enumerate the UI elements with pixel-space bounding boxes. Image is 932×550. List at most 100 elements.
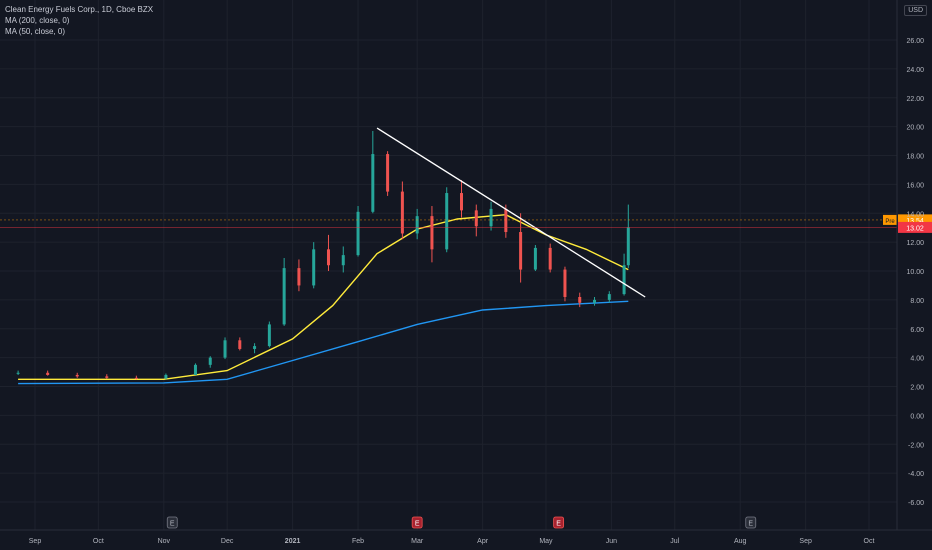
- x-tick-label: Jul: [670, 538, 679, 545]
- chart-grid: [0, 0, 897, 530]
- earnings-event-icon[interactable]: [166, 516, 178, 529]
- candle-body: [504, 208, 508, 233]
- premarket-tag: [883, 214, 897, 225]
- trendline: [376, 127, 646, 298]
- candle-body: [282, 268, 286, 325]
- y-tick-label: -2.00: [908, 442, 924, 449]
- candle-body: [341, 255, 345, 266]
- x-tick-label: Sep: [29, 538, 42, 545]
- y-tick-label: -4.00: [908, 471, 924, 478]
- trendline-segment[interactable]: [376, 127, 646, 298]
- y-tick-label: 6.00: [910, 327, 924, 334]
- candle-body: [356, 211, 360, 256]
- event-label: E: [170, 521, 175, 528]
- price-badge: [898, 221, 932, 233]
- ma50-line: [18, 213, 629, 380]
- candle-body: [238, 340, 242, 349]
- candle-body: [563, 269, 567, 297]
- x-tick-label: Apr: [477, 538, 489, 545]
- x-tick-label: Aug: [734, 538, 747, 545]
- currency-button[interactable]: USD: [904, 5, 927, 16]
- event-label: E: [415, 521, 420, 528]
- time-axis: Sep Oct Nov Dec 2021 Feb Mar Apr May Jun Jul Aug Sep…: [0, 529, 932, 550]
- price-badge-value: 13.02: [906, 225, 924, 232]
- y-tick-label: 4.00: [910, 356, 924, 363]
- candle-body: [46, 372, 50, 375]
- candlestick-series: [16, 130, 630, 380]
- x-tick-label: Sep: [799, 538, 812, 545]
- ma50-legend: MA (50, close, 0): [5, 27, 66, 36]
- y-tick-label: 0.00: [910, 413, 924, 420]
- candle-body: [253, 346, 257, 349]
- chart-legend: Clean Energy Fuels Corp., 1D, Cboe BZX M…: [5, 4, 153, 37]
- candle-body: [193, 364, 197, 375]
- candle-body: [460, 193, 464, 211]
- earnings-event-icon[interactable]: [745, 516, 757, 529]
- x-tick-label: Oct: [93, 538, 104, 545]
- candle-body: [16, 372, 20, 374]
- y-tick-label: 22.00: [906, 96, 924, 103]
- candle-body: [474, 210, 478, 227]
- candle-body: [489, 208, 493, 227]
- y-tick-label: 10.00: [906, 269, 924, 276]
- y-tick-label: 8.00: [910, 298, 924, 305]
- dividend-event-icon[interactable]: [553, 516, 565, 529]
- time-axis-bg: [0, 530, 932, 550]
- y-tick-label: 24.00: [906, 67, 924, 74]
- candle-body: [134, 377, 138, 379]
- event-label: E: [748, 521, 753, 528]
- candle-body: [578, 296, 582, 303]
- x-tick-label: Nov: [158, 538, 171, 545]
- ma200-line: [18, 300, 629, 385]
- x-tick-label: Oct: [864, 538, 875, 545]
- candle-body: [386, 154, 390, 192]
- candle-body: [164, 374, 168, 379]
- x-tick-label: Mar: [411, 538, 424, 545]
- price-badge: [898, 214, 932, 226]
- candle-body: [208, 357, 212, 365]
- y-tick-label: 12.00: [906, 240, 924, 247]
- y-tick-label: -6.00: [908, 500, 924, 507]
- y-tick-label: 2.00: [910, 385, 924, 392]
- candle-body: [607, 294, 611, 300]
- price-badge-value: 13.54: [906, 218, 924, 225]
- candle-body: [622, 265, 626, 295]
- ma200-legend: MA (200, close, 0): [5, 16, 70, 25]
- x-tick-label: Dec: [221, 538, 234, 545]
- candle-body: [415, 216, 419, 234]
- candle-body: [400, 191, 404, 234]
- premarket-label: Pre: [885, 219, 895, 225]
- y-tick-label: 26.00: [906, 38, 924, 45]
- candle-body: [533, 247, 537, 270]
- y-tick-label: 18.00: [906, 154, 924, 161]
- x-tick-label: Jun: [606, 538, 617, 545]
- candle-body: [626, 227, 630, 266]
- candle-body: [267, 324, 271, 347]
- candle-body: [593, 299, 597, 303]
- candle-body: [105, 376, 109, 378]
- event-label: E: [556, 521, 561, 528]
- candle-body: [371, 154, 375, 212]
- candle-body: [75, 374, 79, 377]
- candle-body: [445, 193, 449, 250]
- y-tick-label: 20.00: [906, 125, 924, 132]
- candle-body: [223, 340, 227, 358]
- x-tick-label: Feb: [352, 538, 364, 545]
- candle-body: [297, 268, 301, 286]
- candle-body: [326, 249, 330, 266]
- x-tick-label: May: [539, 538, 553, 545]
- symbol-title: Clean Energy Fuels Corp., 1D, Cboe BZX: [5, 5, 154, 14]
- moving-average-lines: [18, 213, 629, 385]
- x-tick-label: 2021: [285, 538, 301, 545]
- dividend-event-icon[interactable]: [411, 516, 423, 529]
- candle-body: [548, 247, 552, 270]
- y-tick-label: 14.00: [906, 211, 924, 218]
- candle-body: [430, 216, 434, 250]
- y-tick-label: 16.00: [906, 182, 924, 189]
- candle-body: [312, 249, 316, 286]
- candle-body: [519, 232, 523, 270]
- price-axis: 26.00 24.00 22.00 20.00 18.00 16.00 14.00 12.00…: [896, 0, 924, 530]
